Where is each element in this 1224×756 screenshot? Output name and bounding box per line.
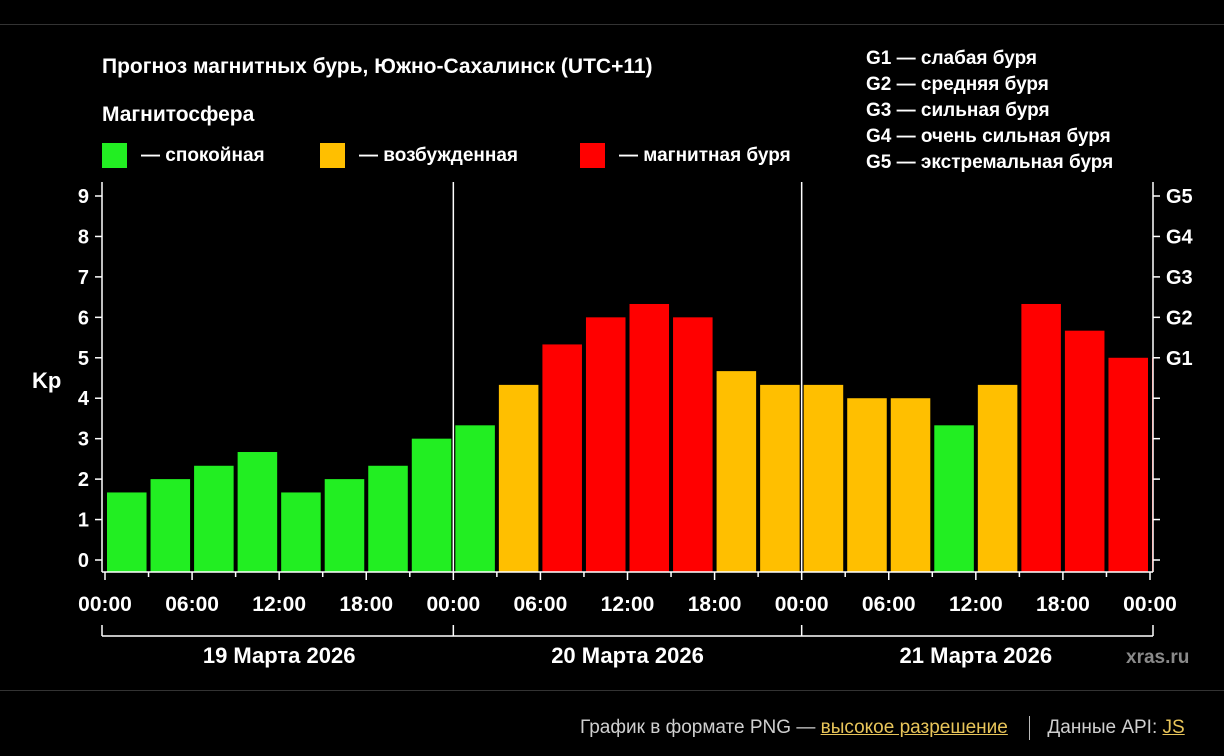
kp-bar — [411, 438, 452, 572]
storm-legend-item: G5 — экстремальная буря — [866, 152, 1113, 173]
kp-bar — [890, 398, 931, 572]
api-link[interactable]: JS — [1162, 717, 1185, 739]
kp-bar — [629, 303, 670, 572]
x-tick-label: 00:00 — [426, 593, 480, 616]
kp-bar — [760, 384, 800, 572]
kp-chart: Прогноз магнитных бурь, Южно-Сахалинск (… — [32, 48, 1194, 668]
legend-swatch — [102, 143, 127, 168]
top-divider — [0, 24, 1224, 25]
x-tick-label: 00:00 — [78, 593, 132, 616]
legend-label: — возбужденная — [359, 145, 518, 166]
storm-legend: G1 — слабая буря G2 — средняя буря G3 — си… — [866, 48, 1113, 173]
bars — [107, 303, 1153, 572]
kp-bar — [716, 371, 757, 572]
legend-label: — магнитная буря — [619, 145, 791, 166]
y-tick-label: 7 — [78, 267, 89, 289]
kp-bar — [803, 384, 844, 572]
y-tick-label: 6 — [78, 307, 89, 329]
x-tick-label: 00:00 — [775, 593, 829, 616]
legend: — спокойная — возбужденная — магнитная бур… — [102, 143, 791, 168]
storm-level-label: G5 — [1166, 186, 1193, 208]
x-tick-label: 12:00 — [601, 593, 655, 616]
storm-legend-item: G3 — сильная буря — [866, 100, 1050, 121]
chart-subtitle: Магнитосфера — [102, 103, 255, 126]
kp-bar — [977, 384, 1018, 572]
kp-bar — [934, 425, 974, 572]
kp-bar — [1108, 357, 1148, 572]
footer-separator — [1029, 716, 1031, 740]
kp-bar — [194, 465, 234, 572]
y-tick-label: 8 — [78, 226, 89, 248]
footer: График в формате PNG — высокое разрешени… — [580, 716, 1185, 740]
kp-bar — [324, 479, 365, 572]
axes: 0 1 2 3 4 5 6 7 8 9 G1 G2 G3 G4 G5 00:00 06:00 12:00 18:00… — [78, 182, 1194, 668]
x-tick-label: 06:00 — [514, 593, 568, 616]
y-axis-label: Kp — [32, 368, 61, 393]
x-tick-label: 06:00 — [165, 593, 219, 616]
kp-bar — [150, 479, 191, 572]
legend-label: — спокойная — [141, 145, 265, 166]
x-tick-label: 18:00 — [339, 593, 393, 616]
kp-bar — [498, 384, 539, 572]
storm-level-label: G3 — [1166, 267, 1193, 289]
y-tick-label: 0 — [78, 550, 89, 572]
storm-level-label: G4 — [1166, 226, 1194, 248]
kp-bar — [542, 344, 582, 572]
kp-bar — [847, 398, 887, 572]
legend-swatch — [320, 143, 345, 168]
kp-bar — [455, 425, 495, 572]
kp-bar — [368, 465, 408, 572]
y-tick-label: 9 — [78, 186, 89, 208]
x-tick-label: 12:00 — [949, 593, 1003, 616]
x-tick-label: 18:00 — [688, 593, 742, 616]
chart-title: Прогноз магнитных бурь, Южно-Сахалинск (… — [102, 55, 653, 78]
day-label: 19 Марта 2026 — [203, 643, 356, 668]
kp-bar — [673, 317, 713, 572]
kp-bar — [585, 317, 626, 572]
kp-bar — [237, 452, 278, 572]
bottom-divider — [0, 690, 1224, 691]
y-tick-label: 1 — [78, 510, 89, 532]
hi-res-link[interactable]: высокое разрешение — [820, 717, 1008, 739]
storm-legend-item: G2 — средняя буря — [866, 74, 1049, 95]
x-tick-label: 12:00 — [252, 593, 306, 616]
footer-text: График в формате PNG — — [580, 717, 816, 739]
y-tick-label: 2 — [78, 469, 89, 491]
x-tick-label: 18:00 — [1036, 593, 1090, 616]
storm-level-label: G1 — [1166, 348, 1193, 370]
storm-legend-item: G1 — слабая буря — [866, 48, 1037, 69]
day-label: 21 Марта 2026 — [900, 643, 1053, 668]
kp-bar — [107, 492, 147, 572]
x-tick-label: 06:00 — [862, 593, 916, 616]
x-tick-label: 00:00 — [1123, 593, 1177, 616]
day-label: 20 Марта 2026 — [551, 643, 704, 668]
watermark: xras.ru — [1126, 647, 1189, 668]
storm-legend-item: G4 — очень сильная буря — [866, 126, 1111, 147]
y-tick-label: 4 — [78, 388, 90, 410]
storm-level-label: G2 — [1166, 307, 1193, 329]
y-tick-label: 5 — [78, 348, 89, 370]
legend-swatch — [580, 143, 605, 168]
kp-bar — [281, 492, 321, 572]
api-label: Данные API: — [1047, 717, 1158, 739]
kp-bar — [1021, 303, 1061, 572]
kp-bar — [1064, 330, 1105, 572]
y-tick-label: 3 — [78, 429, 89, 451]
